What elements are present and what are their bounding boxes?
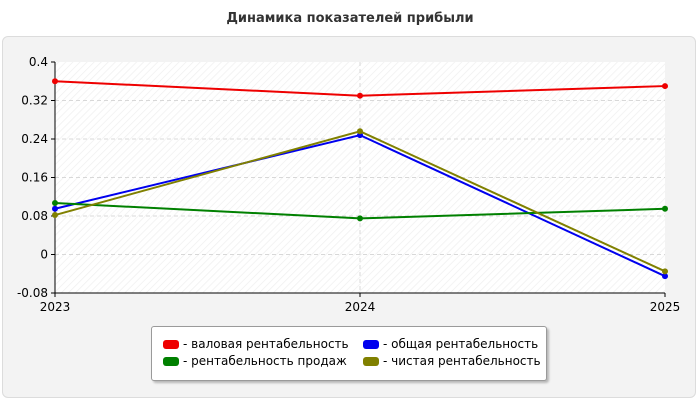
legend-item-sales-margin: - рентабельность продаж bbox=[163, 353, 347, 369]
data-point bbox=[52, 212, 58, 219]
legend-item-net-margin: - чистая рентабельность bbox=[363, 353, 541, 369]
legend-swatch bbox=[163, 339, 179, 349]
data-point bbox=[662, 268, 668, 275]
y-tick-label: 0.08 bbox=[21, 209, 48, 223]
x-tick-label: 2023 bbox=[40, 300, 71, 314]
legend-label: - чистая рентабельность bbox=[383, 354, 541, 368]
y-tick-label: 0 bbox=[40, 248, 48, 262]
data-point bbox=[357, 92, 363, 99]
data-point bbox=[357, 215, 363, 222]
legend-swatch bbox=[163, 356, 179, 366]
y-tick-label: 0.24 bbox=[21, 132, 48, 146]
legend-label: - валовая рентабельность bbox=[183, 337, 349, 351]
legend-swatch bbox=[363, 356, 379, 366]
y-tick-label: 0.4 bbox=[29, 55, 48, 69]
legend-label: - рентабельность продаж bbox=[183, 354, 347, 368]
data-point bbox=[357, 128, 363, 135]
data-point bbox=[662, 205, 668, 212]
legend-item-total-margin: - общая рентабельность bbox=[363, 336, 538, 352]
data-point bbox=[52, 200, 58, 207]
x-tick-label: 2025 bbox=[650, 300, 681, 314]
axes bbox=[51, 61, 666, 297]
legend: - валовая рентабельность - общая рентабе… bbox=[151, 326, 547, 381]
data-point bbox=[52, 205, 58, 212]
data-point bbox=[662, 83, 668, 90]
series-lines bbox=[52, 78, 668, 280]
legend-swatch bbox=[363, 339, 379, 349]
y-tick-label: 0.16 bbox=[21, 171, 48, 185]
legend-item-gross-margin: - валовая рентабельность bbox=[163, 336, 349, 352]
y-tick-label: 0.32 bbox=[21, 94, 48, 108]
data-point bbox=[662, 273, 668, 280]
y-tick-label: -0.08 bbox=[17, 286, 48, 300]
data-point bbox=[52, 78, 58, 85]
chart-title: Динамика показателей прибыли bbox=[226, 11, 474, 26]
legend-label: - общая рентабельность bbox=[383, 337, 539, 351]
x-tick-label: 2024 bbox=[345, 300, 376, 314]
